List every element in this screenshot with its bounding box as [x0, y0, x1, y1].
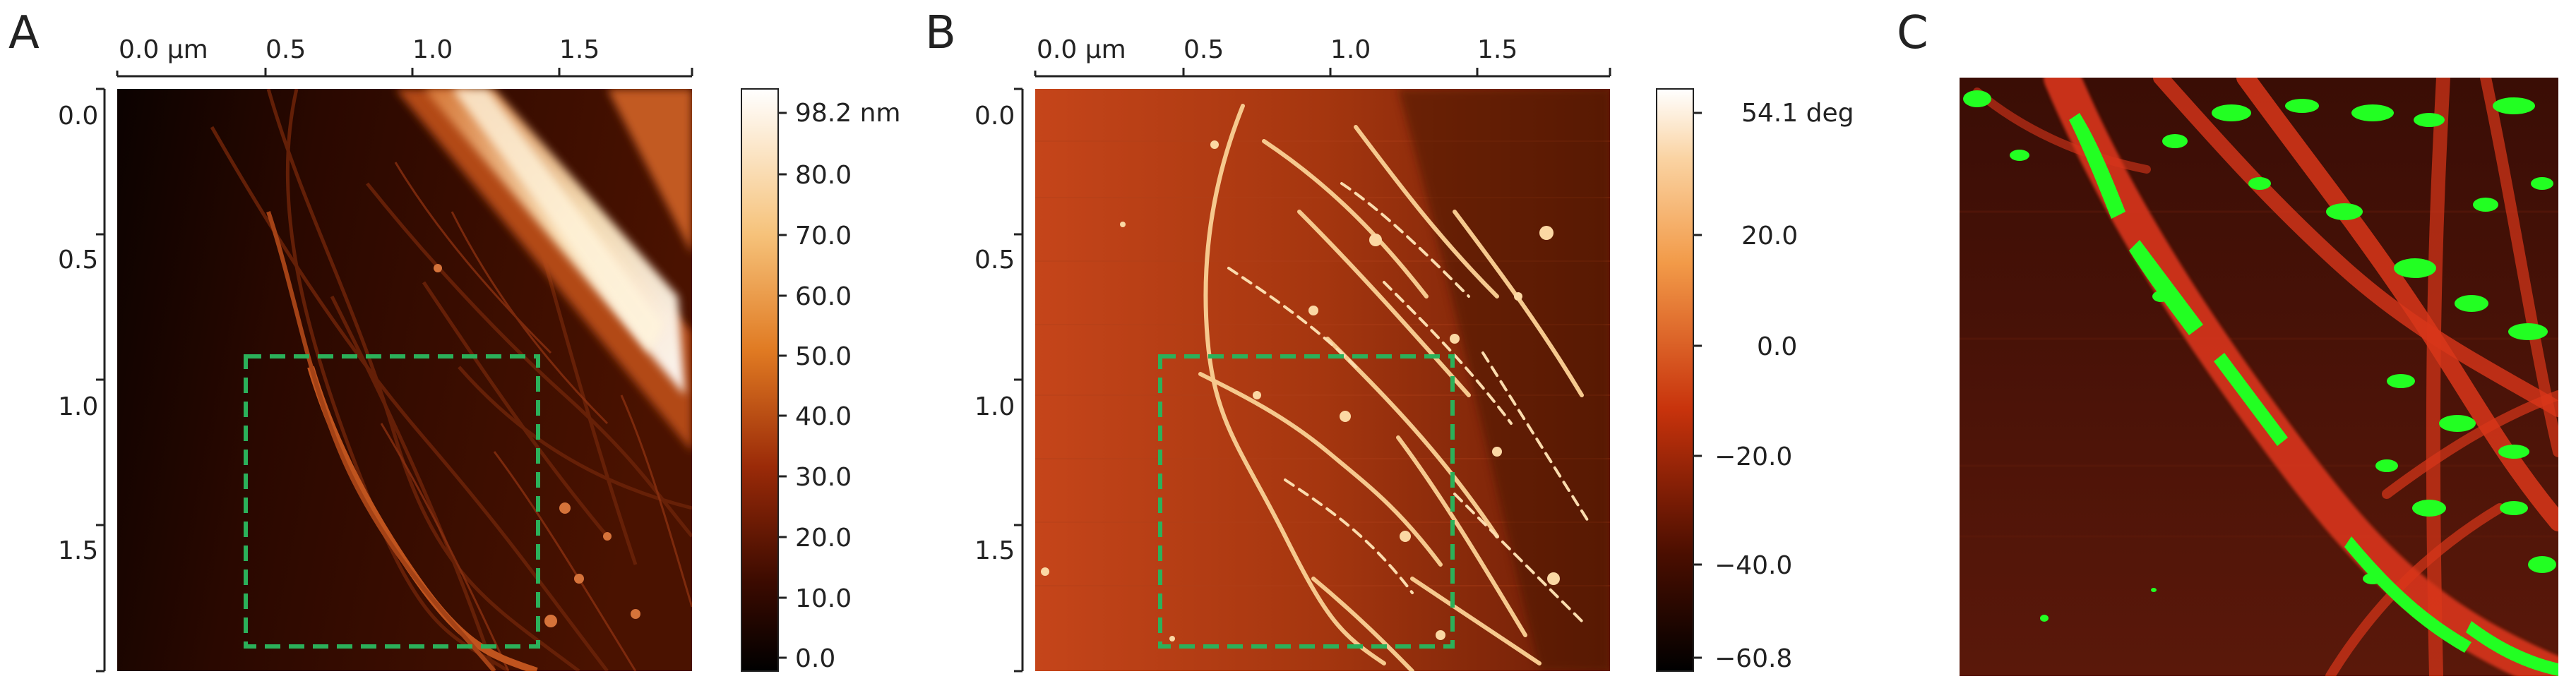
y-tick-label: 1.5	[974, 536, 1015, 565]
roi-box	[244, 354, 540, 649]
colorbar-b: 54.1 deg 20.0 0.0 −20.0 −40.0 −60.8	[1656, 88, 1854, 673]
colorbar-label: 0.0	[1757, 332, 1797, 361]
colorbar-label: 0.0	[795, 644, 835, 673]
colorbar-label: 54.1 deg	[1741, 99, 1854, 128]
panel-letter: A	[8, 7, 40, 59]
axes-b	[1014, 68, 1611, 673]
colorbar-label: −40.0	[1715, 551, 1792, 580]
panel-b: B	[925, 7, 1854, 673]
x-tick-label: 1.5	[1477, 35, 1517, 64]
panel-letter: C	[1897, 7, 1928, 59]
colorbar-label: 50.0	[795, 342, 852, 371]
colorbar-label: 80.0	[795, 161, 852, 190]
colorbar-label: −20.0	[1715, 442, 1792, 471]
y-tick-label: 0.5	[974, 246, 1015, 275]
panel-c: C	[1897, 7, 2558, 676]
colorbar-label: 60.0	[795, 282, 852, 311]
x-tick-label: 0.0 µm	[1037, 35, 1126, 64]
roi-box	[1158, 354, 1455, 649]
colorbar-label: 20.0	[1741, 222, 1798, 251]
panel-a: A	[8, 7, 900, 673]
colorbar-label: 30.0	[795, 463, 852, 492]
afm-phase-image	[1035, 89, 1610, 671]
axes-a	[96, 68, 693, 673]
y-tick-label: 1.0	[974, 392, 1015, 421]
y-tick-label: 1.5	[58, 536, 98, 565]
y-tick-label: 1.0	[58, 392, 98, 421]
colorbar-label: 10.0	[795, 584, 852, 613]
x-tick-label: 1.5	[559, 35, 600, 64]
colorbar-label: 98.2 nm	[795, 99, 900, 128]
x-tick-label: 0.5	[266, 35, 306, 64]
y-tick-label: 0.0	[974, 102, 1015, 131]
colorbar-label: 70.0	[795, 222, 852, 251]
colorbar-label: 40.0	[795, 402, 852, 431]
y-tick-label: 0.5	[58, 246, 98, 275]
colorbar-label: −60.8	[1715, 644, 1792, 673]
colorbar-a: 98.2 nm 80.0 70.0 60.0 50.0 40.0 30.0 20…	[741, 88, 900, 673]
x-tick-label: 1.0	[412, 35, 453, 64]
overlay-image	[1960, 78, 2558, 676]
afm-height-image	[117, 89, 692, 671]
panel-letter: B	[925, 7, 956, 59]
colorbar-label: 20.0	[795, 524, 852, 553]
x-tick-label: 0.5	[1183, 35, 1224, 64]
x-tick-label: 1.0	[1330, 35, 1371, 64]
y-tick-label: 0.0	[58, 102, 98, 131]
x-tick-label: 0.0 µm	[119, 35, 208, 64]
